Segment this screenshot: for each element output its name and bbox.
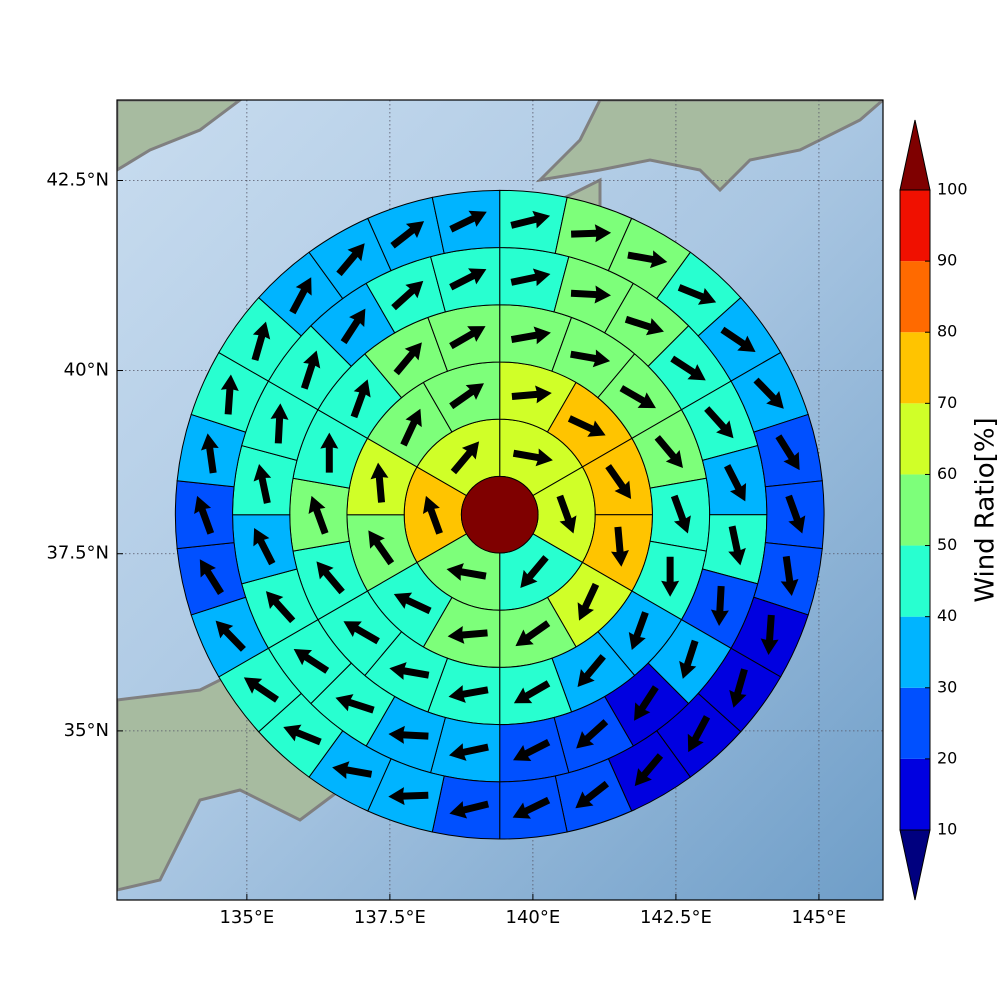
colorbar-extend — [900, 120, 930, 190]
center-cell — [461, 476, 538, 553]
colorbar-label: Wind Ratio[%] — [971, 417, 1000, 602]
colorbar-tick-label: 40 — [937, 606, 957, 625]
y-tick-label: 40°N — [64, 360, 109, 381]
x-tick-label: 140°E — [506, 907, 561, 928]
colorbar-segment — [900, 403, 930, 474]
x-tick-label: 145°E — [792, 907, 847, 928]
colorbar-tick-label: 90 — [937, 251, 957, 270]
colorbar-tick-label: 80 — [937, 322, 957, 341]
colorbar-tick-label: 10 — [937, 820, 957, 839]
colorbar-segment — [900, 332, 930, 403]
colorbar-segment — [900, 190, 930, 261]
x-tick-label: 142.5°E — [640, 907, 712, 928]
colorbar-segment — [900, 261, 930, 332]
colorbar-segment — [900, 617, 930, 688]
colorbar-segment — [900, 759, 930, 830]
x-tick-label: 137.5°E — [354, 907, 426, 928]
cells — [175, 190, 824, 839]
colorbar-tick-label: 50 — [937, 535, 957, 554]
y-tick-label: 42.5°N — [46, 169, 109, 190]
x-tick-label: 135°E — [219, 907, 274, 928]
colorbar-segment — [900, 688, 930, 759]
y-tick-label: 35°N — [64, 720, 109, 741]
colorbar-tick-label: 100 — [937, 180, 968, 199]
colorbar-tick-label: 30 — [937, 677, 957, 696]
colorbar-extend — [900, 830, 930, 900]
colorbar-tick-label: 20 — [937, 748, 957, 767]
colorbar-tick-label: 70 — [937, 393, 957, 412]
colorbar-segment — [900, 546, 930, 617]
colorbar-tick-label: 60 — [937, 464, 957, 483]
y-tick-label: 37.5°N — [46, 543, 109, 564]
colorbar-segment — [900, 474, 930, 545]
colorbar: 10 20 30 40 50 60 70 80 90 100 — [900, 120, 968, 900]
